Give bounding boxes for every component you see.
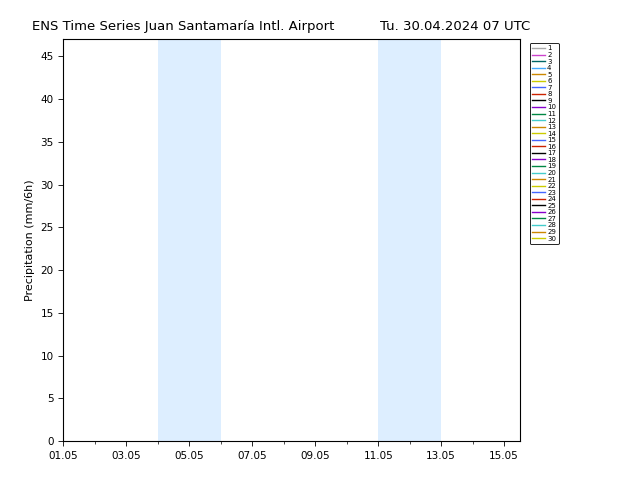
Legend: 1, 2, 3, 4, 5, 6, 7, 8, 9, 10, 11, 12, 13, 14, 15, 16, 17, 18, 19, 20, 21, 22, 2: 1, 2, 3, 4, 5, 6, 7, 8, 9, 10, 11, 12, 1… [529,43,559,245]
Bar [158,39,221,441]
Text: ENS Time Series Juan Santamaría Intl. Airport: ENS Time Series Juan Santamaría Intl. Ai… [32,20,334,33]
Bar [378,39,441,441]
Y-axis label: Precipitation (mm/6h): Precipitation (mm/6h) [25,179,35,301]
Text: Tu. 30.04.2024 07 UTC: Tu. 30.04.2024 07 UTC [380,20,531,33]
